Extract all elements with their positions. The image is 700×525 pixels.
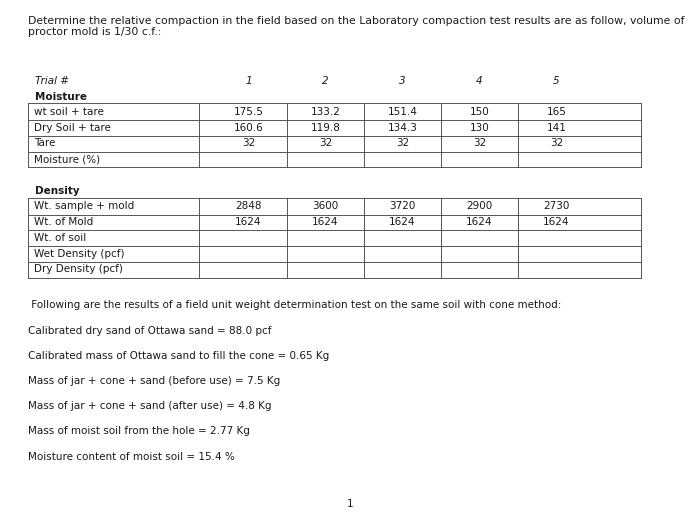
Text: Moisture: Moisture <box>35 92 87 102</box>
Text: Wt. sample + mold: Wt. sample + mold <box>34 201 134 212</box>
Text: 32: 32 <box>319 138 332 149</box>
Text: 2900: 2900 <box>466 201 493 212</box>
Text: 1624: 1624 <box>235 217 262 227</box>
Text: Mass of jar + cone + sand (after use) = 4.8 Kg: Mass of jar + cone + sand (after use) = … <box>28 401 272 411</box>
Text: Dry Soil + tare: Dry Soil + tare <box>34 122 111 133</box>
Text: Mass of moist soil from the hole = 2.77 Kg: Mass of moist soil from the hole = 2.77 … <box>28 426 250 436</box>
Text: 2848: 2848 <box>235 201 262 212</box>
Text: 151.4: 151.4 <box>388 107 417 117</box>
Text: 3600: 3600 <box>312 201 339 212</box>
Text: 3720: 3720 <box>389 201 416 212</box>
Text: 1624: 1624 <box>466 217 493 227</box>
Text: 1: 1 <box>245 76 252 87</box>
Text: Moisture (%): Moisture (%) <box>34 154 99 164</box>
Text: wt soil + tare: wt soil + tare <box>34 107 104 117</box>
Text: 150: 150 <box>470 107 489 117</box>
Text: 141: 141 <box>547 122 566 133</box>
Text: Calibrated mass of Ottawa sand to fill the cone = 0.65 Kg: Calibrated mass of Ottawa sand to fill t… <box>28 351 329 361</box>
Text: Wt. of soil: Wt. of soil <box>34 233 86 243</box>
Text: 1624: 1624 <box>543 217 570 227</box>
Text: 130: 130 <box>470 122 489 133</box>
Text: Tare: Tare <box>34 138 55 149</box>
Text: Trial #: Trial # <box>35 76 69 87</box>
Text: 2730: 2730 <box>543 201 570 212</box>
Text: 1624: 1624 <box>312 217 339 227</box>
Text: 32: 32 <box>473 138 486 149</box>
Text: 32: 32 <box>550 138 563 149</box>
Text: Density: Density <box>35 185 80 196</box>
Text: 133.2: 133.2 <box>311 107 340 117</box>
Text: 2: 2 <box>322 76 329 87</box>
Text: Wt. of Mold: Wt. of Mold <box>34 217 93 227</box>
Text: Mass of jar + cone + sand (before use) = 7.5 Kg: Mass of jar + cone + sand (before use) =… <box>28 376 280 386</box>
Text: 160.6: 160.6 <box>234 122 263 133</box>
Text: 134.3: 134.3 <box>388 122 417 133</box>
Text: Following are the results of a field unit weight determination test on the same : Following are the results of a field uni… <box>28 300 561 310</box>
Text: 4: 4 <box>476 76 483 87</box>
Text: Determine the relative compaction in the field based on the Laboratory compactio: Determine the relative compaction in the… <box>28 16 685 37</box>
Text: Moisture content of moist soil = 15.4 %: Moisture content of moist soil = 15.4 % <box>28 452 235 461</box>
Text: 3: 3 <box>399 76 406 87</box>
Text: 175.5: 175.5 <box>234 107 263 117</box>
Text: 119.8: 119.8 <box>311 122 340 133</box>
Text: 5: 5 <box>553 76 560 87</box>
Text: 165: 165 <box>547 107 566 117</box>
Text: 32: 32 <box>396 138 409 149</box>
Text: Dry Density (pcf): Dry Density (pcf) <box>34 264 122 275</box>
Text: Calibrated dry sand of Ottawa sand = 88.0 pcf: Calibrated dry sand of Ottawa sand = 88.… <box>28 326 272 335</box>
Text: Wet Density (pcf): Wet Density (pcf) <box>34 248 124 259</box>
Text: 32: 32 <box>242 138 255 149</box>
Text: 1: 1 <box>346 499 354 509</box>
Text: 1624: 1624 <box>389 217 416 227</box>
